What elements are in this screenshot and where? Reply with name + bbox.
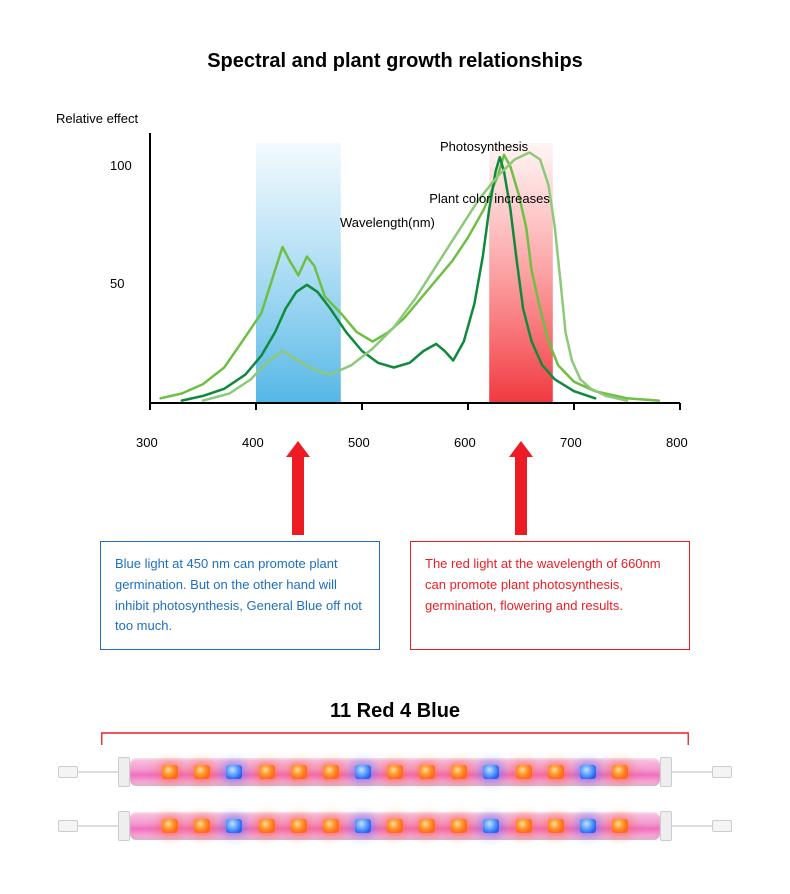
- x-tick: 500: [348, 435, 370, 450]
- plug: [712, 766, 732, 778]
- pointer-arrow: [292, 441, 316, 535]
- red-led: [451, 819, 467, 833]
- x-tick: 700: [560, 435, 582, 450]
- plug: [58, 766, 78, 778]
- red-led: [194, 819, 210, 833]
- blue-led: [226, 819, 242, 833]
- cable: [672, 771, 712, 773]
- red-led: [612, 819, 628, 833]
- blue-light-box: Blue light at 450 nm can promote plant g…: [100, 541, 380, 650]
- chart-annotation: Photosynthesis: [440, 139, 528, 154]
- led-tube: [58, 811, 732, 841]
- x-tick: 300: [136, 435, 158, 450]
- endcap: [660, 757, 672, 787]
- red-led: [387, 819, 403, 833]
- y-tick: 50: [110, 276, 124, 291]
- red-led: [548, 765, 564, 779]
- red-led: [162, 765, 178, 779]
- plug: [712, 820, 732, 832]
- chart-annotation: Plant color increases: [429, 191, 550, 206]
- tube-body: [130, 758, 660, 786]
- blue-led: [483, 819, 499, 833]
- blue-led: [226, 765, 242, 779]
- endcap: [118, 757, 130, 787]
- red-led: [419, 819, 435, 833]
- red-led: [291, 765, 307, 779]
- blue-led: [355, 765, 371, 779]
- red-led: [419, 765, 435, 779]
- x-tick: 600: [454, 435, 476, 450]
- red-led: [548, 819, 564, 833]
- cable: [672, 825, 712, 827]
- y-tick: 100: [110, 158, 132, 173]
- red-led: [323, 765, 339, 779]
- red-led: [291, 819, 307, 833]
- red-led: [451, 765, 467, 779]
- x-tick: 800: [666, 435, 688, 450]
- red-led: [612, 765, 628, 779]
- red-led: [162, 819, 178, 833]
- x-axis-title: Wavelength(nm): [340, 215, 435, 230]
- page-title: Spectral and plant growth relationships: [40, 50, 750, 73]
- tube-body: [130, 812, 660, 840]
- led-tube: [58, 757, 732, 787]
- spectral-chart: Relative effect Wavelength(nm) 50100Phot…: [110, 123, 720, 433]
- blue-led: [483, 765, 499, 779]
- red-led: [194, 765, 210, 779]
- tubes: [100, 757, 690, 841]
- red-light-box: The red light at the wavelength of 660nm…: [410, 541, 690, 650]
- tube-title: 11 Red 4 Blue: [320, 700, 470, 723]
- blue-led: [355, 819, 371, 833]
- pointer-arrow: [515, 441, 539, 535]
- x-tick: 400: [242, 435, 264, 450]
- tube-bracket: [100, 731, 690, 745]
- endcap: [660, 811, 672, 841]
- red-led: [516, 819, 532, 833]
- red-led: [516, 765, 532, 779]
- red-led: [259, 765, 275, 779]
- red-led: [323, 819, 339, 833]
- endcap: [118, 811, 130, 841]
- blue-led: [580, 819, 596, 833]
- arrows-row: [110, 461, 720, 551]
- plug: [58, 820, 78, 832]
- blue-led: [580, 765, 596, 779]
- cable: [78, 825, 118, 827]
- cable: [78, 771, 118, 773]
- red-led: [387, 765, 403, 779]
- red-led: [259, 819, 275, 833]
